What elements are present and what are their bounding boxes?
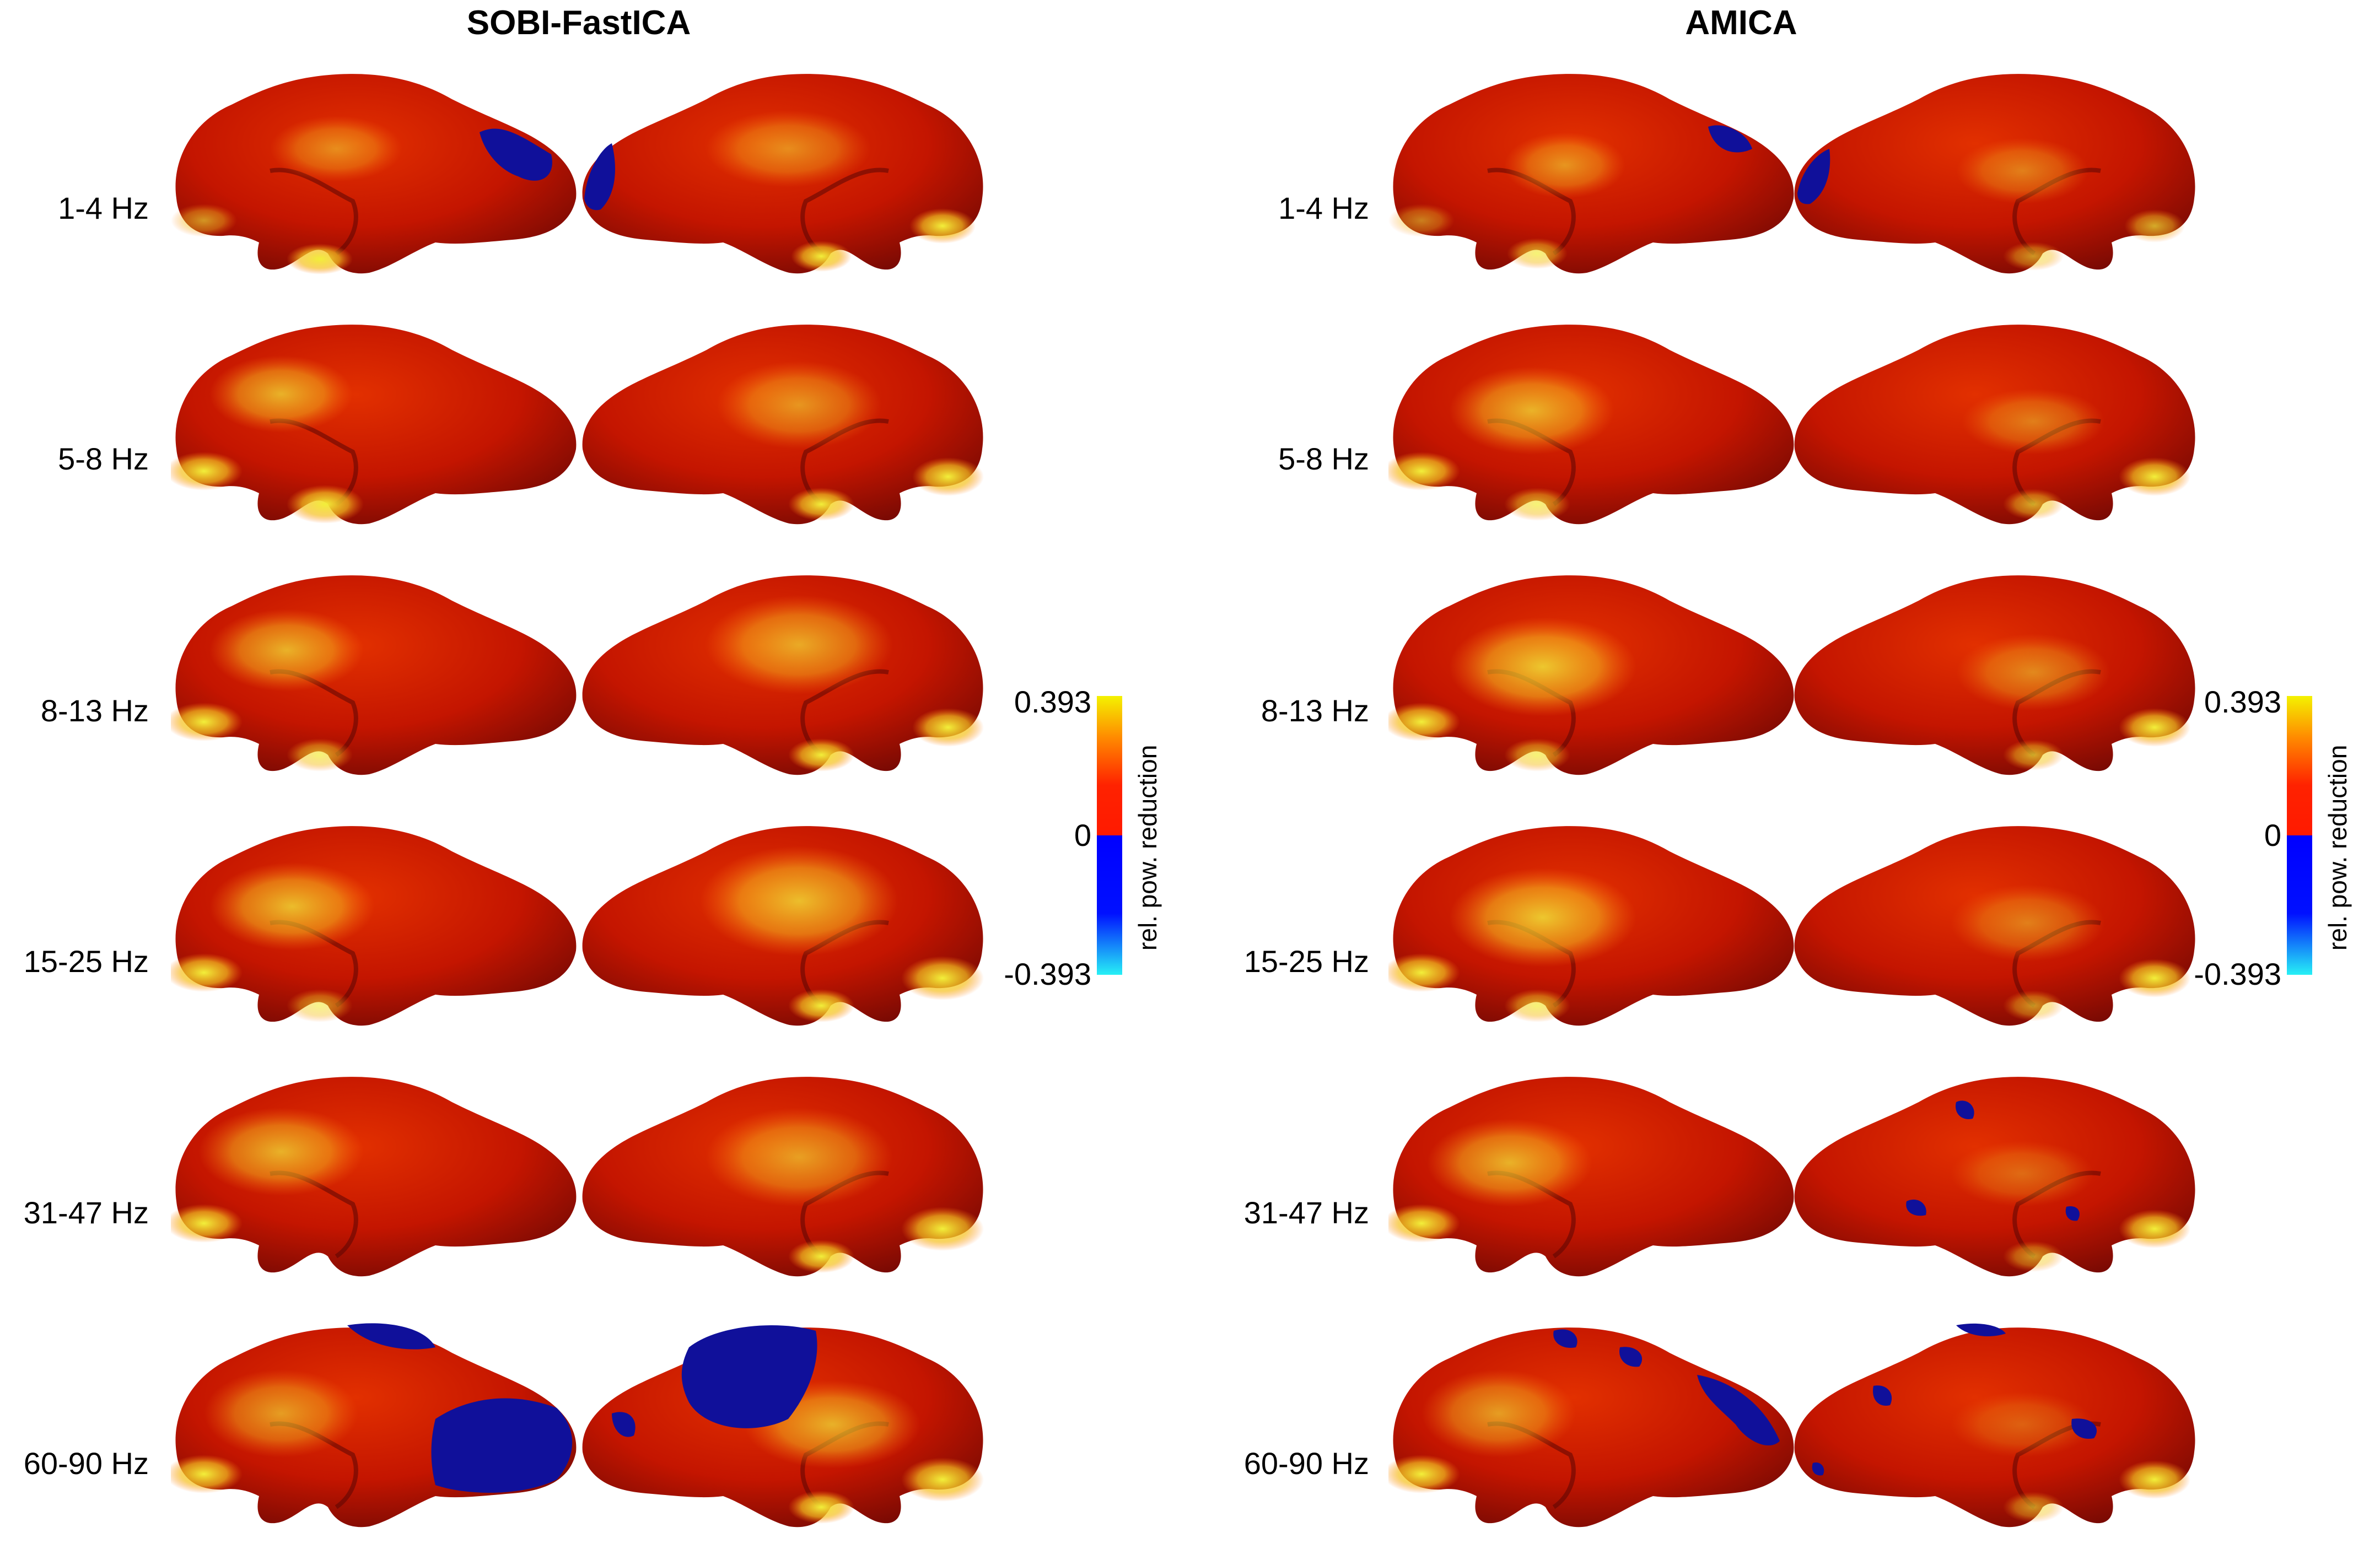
brain-right-hemisphere (1791, 311, 2200, 527)
colorbar-title: rel. pow. reduction (1133, 744, 1162, 951)
brain-right-hemisphere (579, 813, 988, 1029)
colorbar-min-label: -0.393 (2194, 957, 2281, 991)
row-label: 31-47 Hz (23, 1195, 149, 1230)
panel-sobi-fastica: SOBI-FastICA 1-4 Hz 5-8 Hz 8-13 Hz 15-25… (23, 4, 1190, 1549)
brain-right-hemisphere (579, 562, 988, 778)
brain-right-hemisphere (579, 1064, 988, 1280)
brain-left-hemisphere (171, 1064, 580, 1280)
brain-right-hemisphere (1791, 61, 2200, 277)
row-label: 60-90 Hz (23, 1446, 149, 1481)
brain-left-hemisphere (1388, 1314, 1797, 1530)
colorbar: 0.393 0 -0.393 rel. pow. reduction (998, 684, 1190, 1000)
brain-right-hemisphere (579, 1325, 988, 1530)
brain-right-hemisphere (1791, 1064, 2200, 1280)
panel-title: AMICA (1685, 4, 1797, 42)
brain-left-hemisphere (171, 61, 580, 277)
brain-left-hemisphere (1388, 61, 1797, 277)
colorbar-max-label: 0.393 (2204, 684, 2281, 719)
row-label: 15-25 Hz (23, 944, 149, 979)
brain-right-hemisphere (579, 311, 988, 527)
colorbar-zero-label: 0 (1074, 818, 1091, 852)
row-label: 5-8 Hz (1278, 441, 1369, 476)
brain-right-hemisphere (1791, 813, 2200, 1029)
brain-right-hemisphere (579, 61, 988, 277)
brain-right-hemisphere (1791, 562, 2200, 778)
brain-left-hemisphere (171, 311, 580, 527)
brain-left-hemisphere (1388, 813, 1797, 1029)
panel-title: SOBI-FastICA (466, 4, 691, 42)
row-label: 8-13 Hz (1261, 693, 1369, 728)
brain-left-hemisphere (1388, 311, 1797, 527)
row-label: 60-90 Hz (1243, 1446, 1369, 1481)
brain-left-hemisphere (171, 813, 580, 1029)
row-label: 31-47 Hz (1243, 1195, 1369, 1230)
colorbar-max-label: 0.393 (1014, 684, 1091, 719)
brain-right-hemisphere (1791, 1323, 2200, 1530)
brain-left-hemisphere (171, 562, 580, 778)
colorbar: 0.393 0 -0.393 rel. pow. reduction (2188, 684, 2380, 1000)
row-label: 1-4 Hz (58, 191, 149, 225)
brain-left-hemisphere (1388, 1064, 1797, 1280)
colorbar-gradient (1097, 696, 1122, 975)
row-label: 8-13 Hz (40, 693, 149, 728)
colorbar-min-label: -0.393 (1004, 957, 1091, 991)
brain-left-hemisphere (171, 1323, 580, 1530)
colorbar-title: rel. pow. reduction (2323, 744, 2352, 951)
row-label: 1-4 Hz (1278, 191, 1369, 225)
colorbar-gradient (2287, 696, 2312, 975)
colorbar-zero-label: 0 (2264, 818, 2281, 852)
row-label: 5-8 Hz (58, 441, 149, 476)
panel-amica: AMICA 1-4 Hz 5-8 Hz 8-13 Hz 15-25 Hz 31-… (1190, 0, 2380, 1549)
brain-left-hemisphere (1388, 562, 1797, 778)
row-label: 15-25 Hz (1243, 944, 1369, 979)
